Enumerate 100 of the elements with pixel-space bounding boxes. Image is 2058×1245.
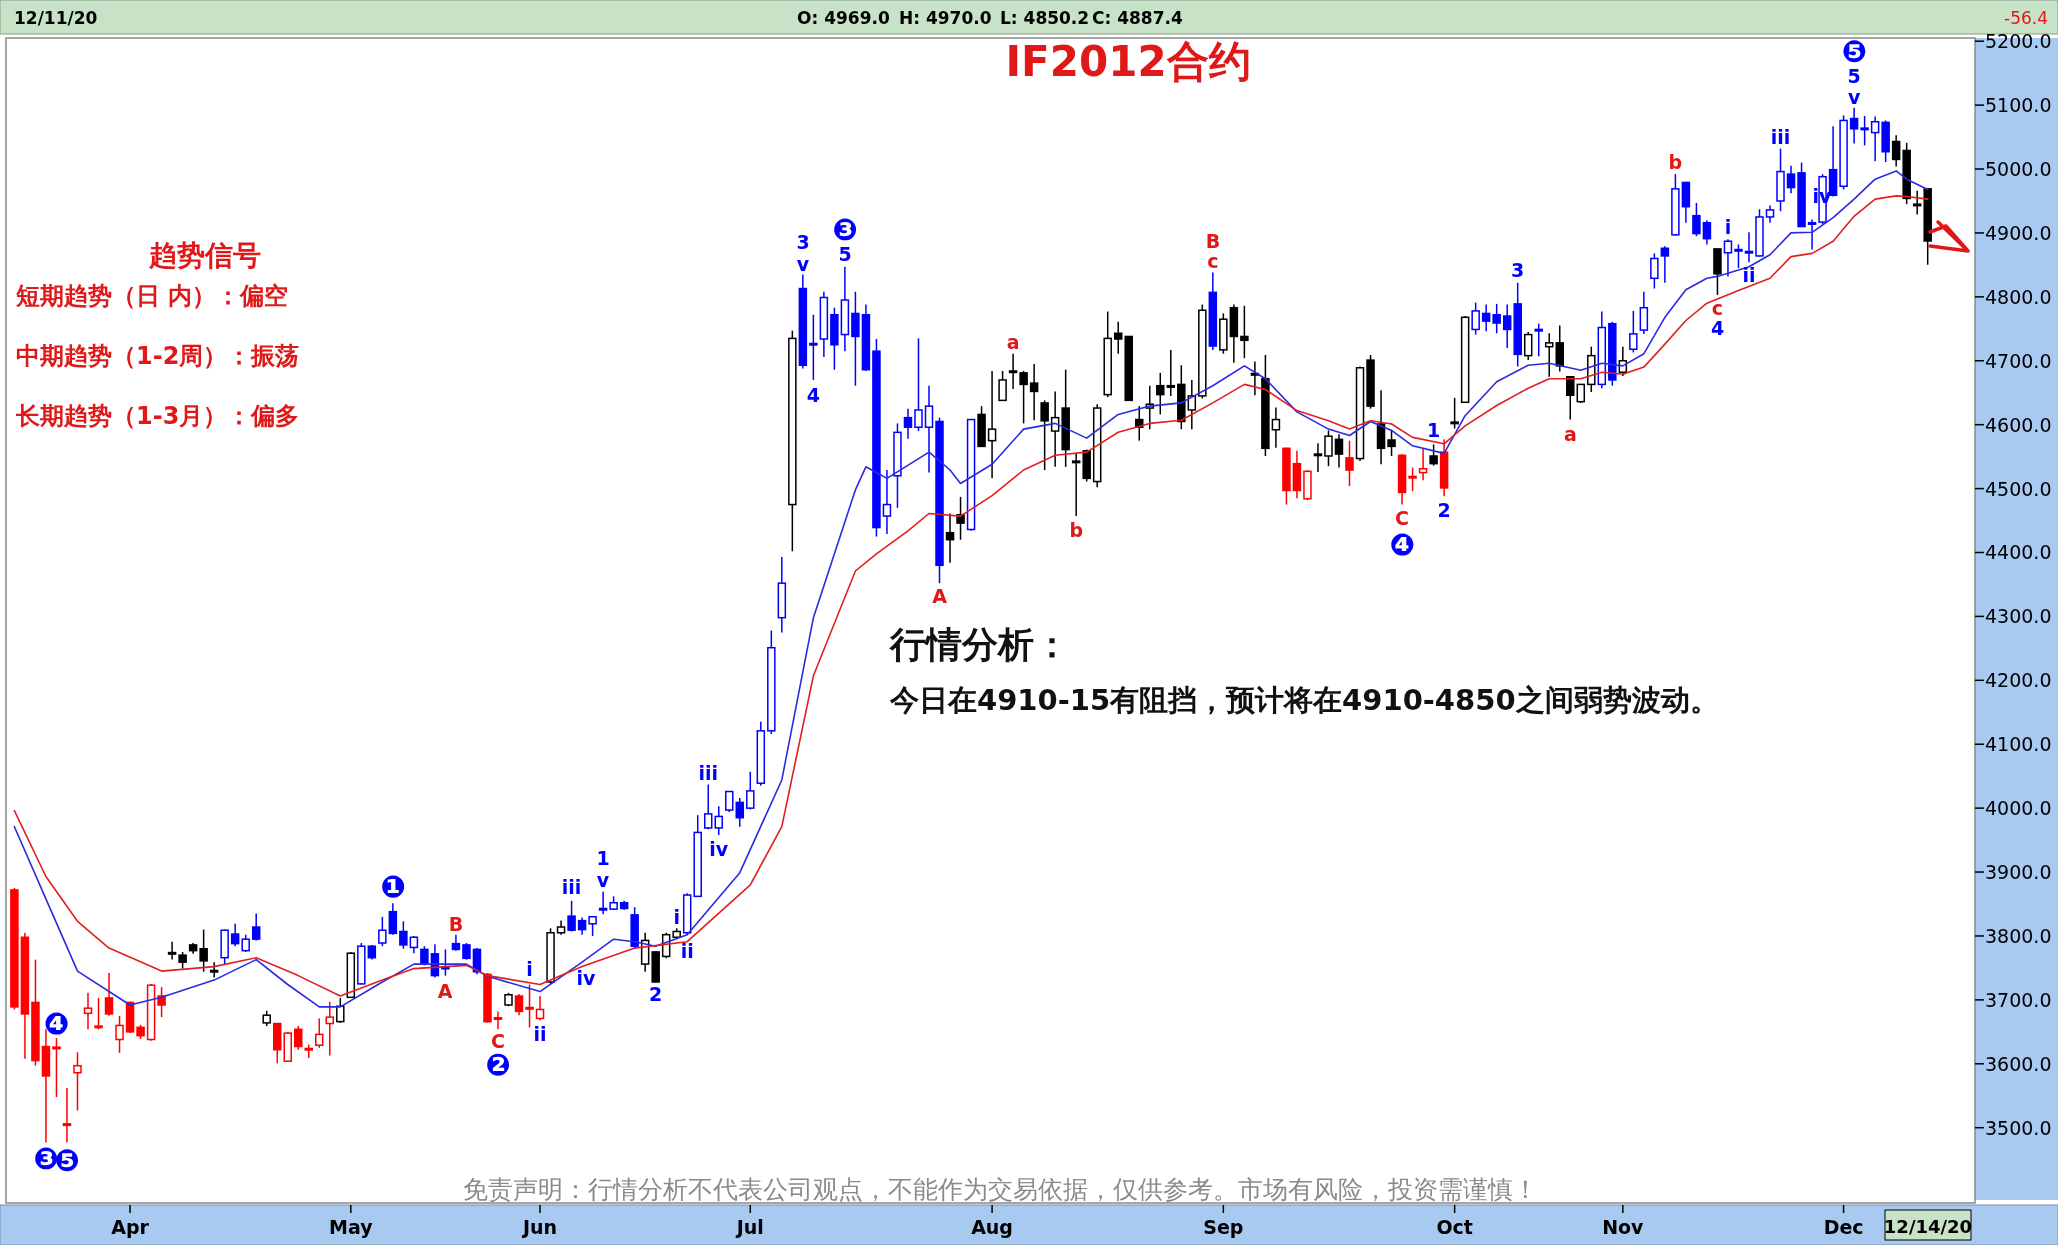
candlestick bbox=[987, 370, 997, 480]
x-tick-label: Nov bbox=[1602, 1216, 1645, 1238]
y-tick-label: 3900.0 bbox=[1985, 861, 2052, 884]
candlestick bbox=[73, 1051, 82, 1112]
chart-title: IF2012合约 bbox=[1005, 37, 1251, 86]
annotation: v bbox=[596, 869, 610, 891]
candlestick bbox=[1019, 370, 1028, 425]
candlestick bbox=[1523, 331, 1533, 361]
candlestick bbox=[1166, 349, 1176, 397]
x-tick-label: Sep bbox=[1203, 1216, 1244, 1238]
y-tick-label: 4200.0 bbox=[1985, 669, 2052, 692]
annotation: 2 bbox=[649, 983, 663, 1005]
y-tick-label: 4800.0 bbox=[1985, 285, 2052, 308]
annotation: v bbox=[1847, 86, 1861, 108]
candlestick bbox=[378, 916, 387, 947]
candlestick bbox=[851, 290, 860, 387]
annotation: C bbox=[491, 1030, 505, 1052]
y-tick-label: 4900.0 bbox=[1985, 221, 2052, 244]
candlestick bbox=[1240, 305, 1249, 359]
y-tick-label: 3600.0 bbox=[1985, 1052, 2052, 1075]
annotation: 4 bbox=[1710, 317, 1725, 339]
candlestick bbox=[725, 790, 734, 813]
x-tick-label: Apr bbox=[111, 1216, 150, 1238]
candlestick bbox=[998, 370, 1007, 402]
candlestick bbox=[1744, 231, 1754, 264]
y-tick-label: 4000.0 bbox=[1985, 797, 2052, 820]
candlestick bbox=[1723, 238, 1733, 278]
candlestick bbox=[1576, 383, 1586, 404]
annotation: ❹ bbox=[43, 1005, 70, 1041]
candlestick bbox=[1471, 301, 1480, 336]
annotation: 1 bbox=[596, 847, 610, 869]
y-tick-label: 5000.0 bbox=[1985, 158, 2052, 181]
x-tick-label: May bbox=[329, 1216, 374, 1238]
candlestick bbox=[325, 1001, 335, 1057]
candlestick bbox=[1481, 303, 1491, 333]
candlestick bbox=[336, 997, 345, 1024]
candlestick bbox=[315, 1017, 324, 1049]
y-tick-label: 4100.0 bbox=[1985, 733, 2052, 756]
candlestick bbox=[1040, 399, 1049, 471]
candlestick bbox=[441, 948, 450, 977]
candlestick bbox=[230, 923, 240, 947]
annotation: 今日在4910-15有阻挡，预计将在4910-4850之间弱势波动。 bbox=[889, 683, 1719, 717]
candlestick bbox=[1418, 447, 1428, 482]
candlestick bbox=[514, 993, 524, 1016]
annotation: B bbox=[1205, 230, 1221, 252]
y-tick-label: 4500.0 bbox=[1985, 477, 2052, 500]
x-tick-label: Jun bbox=[520, 1216, 558, 1238]
annotation: iv bbox=[576, 967, 597, 989]
candlestick bbox=[1849, 106, 1859, 145]
candlestick bbox=[598, 891, 608, 915]
candlestick bbox=[1534, 322, 1543, 358]
candlestick bbox=[714, 805, 723, 836]
candlestick bbox=[703, 783, 713, 830]
candlestick bbox=[1450, 397, 1459, 430]
annotation: ii bbox=[680, 940, 694, 962]
candlestick bbox=[1912, 190, 1922, 216]
annotation: 中期趋势（1-2周）：振荡 bbox=[16, 342, 300, 370]
annotation: i bbox=[526, 958, 533, 980]
candlestick bbox=[1544, 332, 1554, 378]
candlestick bbox=[1071, 452, 1081, 517]
candlestick bbox=[1334, 433, 1344, 469]
candlestick bbox=[1734, 243, 1743, 269]
candlestick bbox=[52, 1037, 61, 1098]
text: O: 4969.0 bbox=[797, 8, 890, 28]
y-tick-label: 4300.0 bbox=[1985, 605, 2052, 628]
candlestick bbox=[924, 384, 934, 474]
candlestick bbox=[1429, 443, 1438, 467]
annotation: iv bbox=[709, 838, 729, 860]
annotation: i bbox=[1724, 216, 1732, 238]
annotation: ii bbox=[1742, 264, 1756, 286]
annotation: A bbox=[932, 585, 948, 607]
candlestick bbox=[167, 940, 177, 961]
candlestick bbox=[94, 997, 103, 1031]
annotation: B bbox=[448, 913, 464, 935]
candlestick bbox=[493, 1010, 503, 1031]
y-tick-label: 4700.0 bbox=[1985, 349, 2052, 372]
candlestick bbox=[104, 972, 114, 1017]
candlestick bbox=[1345, 439, 1354, 487]
candlestick bbox=[567, 900, 576, 933]
candlestick bbox=[1387, 429, 1396, 457]
x-tick-label: Aug bbox=[971, 1216, 1013, 1238]
annotation: iii bbox=[1770, 126, 1791, 148]
candlestick bbox=[1008, 352, 1018, 390]
candlestick bbox=[809, 313, 818, 381]
annotation: i bbox=[673, 906, 680, 928]
annotation: iii bbox=[698, 762, 719, 784]
candlestick bbox=[399, 920, 408, 950]
candlestick bbox=[1786, 165, 1796, 195]
text: L: 4850.2 bbox=[1000, 8, 1090, 28]
candlestick bbox=[251, 912, 261, 942]
candlestick bbox=[882, 469, 892, 535]
candlestick bbox=[1639, 290, 1649, 335]
annotation: 行情分析： bbox=[889, 624, 1070, 665]
annotation: iii bbox=[561, 876, 582, 898]
annotation: a bbox=[1563, 423, 1577, 445]
candlestick bbox=[199, 928, 208, 973]
annotation: 免责声明：行情分析不代表公司观点，不能作为交易依据，仅供参考。市场有风险，投资需谨慎！ bbox=[462, 1175, 1538, 1204]
candlestick bbox=[1629, 310, 1638, 354]
candlestick bbox=[1029, 363, 1039, 421]
candlestick bbox=[535, 995, 545, 1022]
